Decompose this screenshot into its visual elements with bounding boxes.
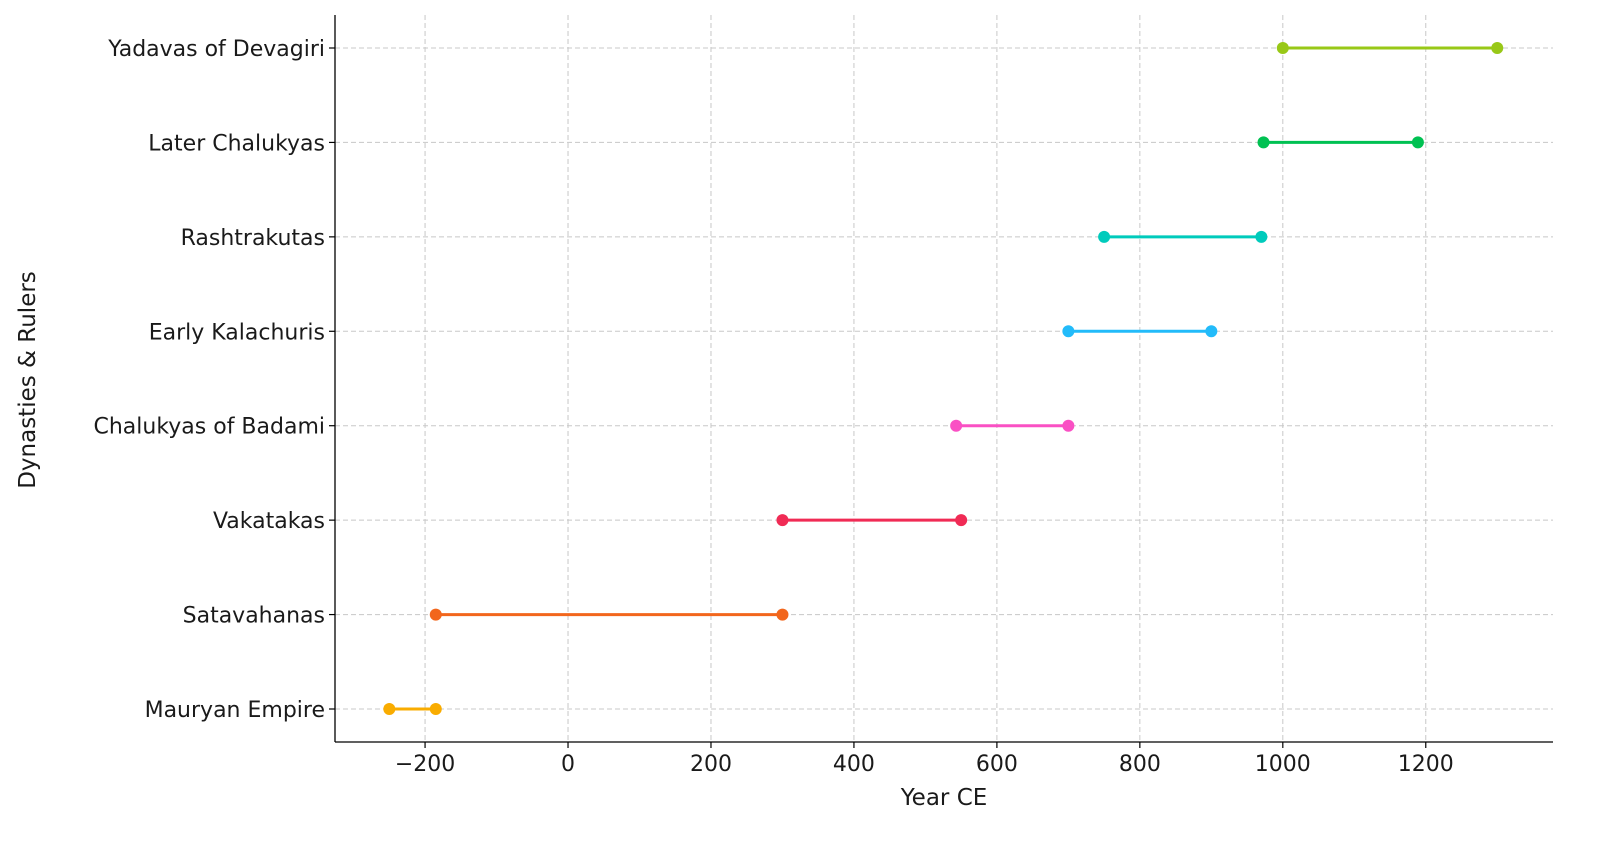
x-axis-label: Year CE bbox=[900, 785, 988, 811]
y-tick-label: Rashtrakutas bbox=[181, 226, 325, 251]
start-point bbox=[1098, 230, 1111, 243]
grid bbox=[335, 15, 1553, 742]
x-tick-label: 1200 bbox=[1398, 752, 1454, 777]
x-tick-label: 200 bbox=[690, 752, 732, 777]
end-point bbox=[1062, 419, 1075, 432]
start-point bbox=[429, 608, 442, 621]
start-point bbox=[950, 419, 963, 432]
start-point bbox=[1276, 42, 1289, 54]
y-tick-label: Chalukyas of Badami bbox=[93, 415, 325, 440]
y-tick-label: Mauryan Empire bbox=[145, 698, 325, 723]
y-axis-label: Dynasties & Rulers bbox=[15, 271, 41, 489]
end-point bbox=[1205, 325, 1218, 338]
x-tick-label: 400 bbox=[833, 752, 875, 777]
end-point bbox=[429, 703, 442, 715]
x-tick-label: −200 bbox=[395, 752, 455, 777]
x-tick-label: 600 bbox=[976, 752, 1018, 777]
end-point bbox=[955, 514, 968, 527]
start-point bbox=[1257, 136, 1270, 149]
x-ticks: −200 0 200 400 600 800 1000 1200 bbox=[395, 742, 1454, 777]
x-tick-label: 0 bbox=[561, 752, 575, 777]
y-tick-label: Early Kalachuris bbox=[149, 320, 325, 345]
y-tick-label: Satavahanas bbox=[183, 604, 325, 629]
end-point bbox=[1491, 42, 1504, 54]
marks bbox=[383, 42, 1504, 715]
y-tick-label: Vakatakas bbox=[213, 509, 325, 534]
start-point bbox=[1062, 325, 1075, 338]
start-point bbox=[383, 703, 396, 715]
y-ticks: Mauryan Empire Satavahanas Vakatakas Chaluk… bbox=[93, 37, 335, 723]
y-tick-label: Later Chalukyas bbox=[148, 131, 325, 156]
x-tick-label: 800 bbox=[1119, 752, 1161, 777]
end-point bbox=[1411, 136, 1424, 149]
end-point bbox=[1255, 230, 1268, 243]
y-tick-label: Yadavas of Devagiri bbox=[107, 37, 325, 62]
end-point bbox=[776, 608, 789, 621]
start-point bbox=[776, 514, 789, 527]
x-tick-label: 1000 bbox=[1255, 752, 1311, 777]
